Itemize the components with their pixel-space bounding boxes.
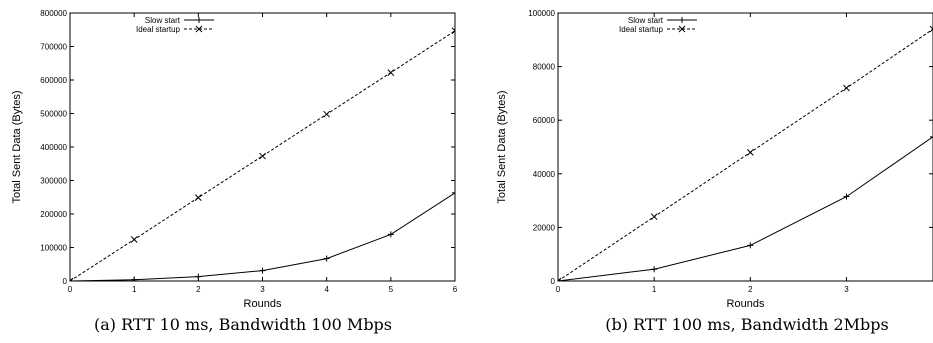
data-point: [387, 69, 395, 76]
x-axis-label: Rounds: [244, 298, 282, 310]
y-axis-label: Total Sent Data (Bytes): [11, 90, 23, 203]
x-tick-label: 6: [453, 285, 458, 294]
x-tick-label: 2: [748, 285, 753, 294]
data-point: [558, 277, 562, 281]
data-point: [130, 236, 138, 243]
y-tick-label: 400000: [40, 143, 67, 152]
x-tick-label: 3: [844, 285, 849, 294]
data-point: [843, 193, 850, 200]
y-tick-label: 60000: [533, 116, 556, 125]
plot-area: [558, 25, 933, 281]
legend-label: Slow start: [628, 16, 664, 25]
y-tick-label: 40000: [533, 170, 556, 179]
data-point: [452, 189, 455, 196]
y-tick-label: 80000: [533, 63, 556, 72]
legend-marker: [195, 25, 203, 33]
legend-label: Slow start: [145, 16, 181, 25]
y-tick-label: 300000: [40, 177, 67, 186]
legend-label: Ideal startup: [136, 25, 181, 34]
data-point: [387, 231, 394, 238]
data-point: [843, 84, 850, 92]
x-tick-label: 4: [324, 285, 329, 294]
x-tick-label: 3: [260, 285, 265, 294]
data-point: [930, 133, 933, 140]
legend-marker: [196, 17, 202, 23]
y-tick-label: 20000: [533, 223, 556, 232]
data-point: [650, 213, 658, 221]
data-point: [259, 267, 266, 274]
y-tick-label: 200000: [40, 210, 67, 219]
chart-caption: (a) RTT 10 ms, Bandwidth 100 Mbps: [94, 315, 392, 334]
x-tick-label: 5: [389, 285, 394, 294]
data-point: [651, 266, 658, 273]
y-tick-label: 700000: [40, 43, 67, 52]
x-tick-label: 2: [196, 285, 201, 294]
y-tick-label: 500000: [40, 110, 67, 119]
legend-label: Ideal startup: [619, 25, 664, 34]
chart-panel-b: 0 20000 40000 60000 80000 100000 0 1 2 3 Rounds Tot…: [496, 9, 933, 334]
y-tick-label: 600000: [40, 76, 67, 85]
data-point: [323, 255, 330, 262]
y-tick-label: 0: [551, 277, 556, 286]
data-point: [746, 149, 754, 156]
data-point: [747, 242, 754, 249]
y-tick-label: 100000: [528, 9, 555, 18]
x-tick-label: 0: [68, 285, 73, 294]
series-line-ideal-startup: [558, 28, 933, 281]
data-point: [195, 273, 202, 280]
chart-caption: (b) RTT 100 ms, Bandwidth 2Mbps: [605, 315, 888, 334]
x-tick-label: 1: [132, 285, 137, 294]
data-point: [451, 27, 455, 35]
data-point: [131, 276, 138, 281]
series-line-slow-start: [558, 136, 933, 281]
x-axis-label: Rounds: [727, 298, 765, 310]
x-tick-label: 1: [652, 285, 657, 294]
data-point: [929, 25, 933, 33]
y-tick-label: 100000: [40, 244, 67, 253]
y-tick-label: 0: [63, 277, 68, 286]
chart-panel-a: 0 100000 200000 300000 400000 500000 600000 700…: [11, 9, 458, 334]
data-point: [323, 110, 331, 118]
data-point: [259, 152, 266, 160]
x-tick-label: 0: [556, 285, 561, 294]
plot-frame: [557, 12, 933, 282]
data-point: [194, 194, 202, 201]
plot-frame: [69, 12, 456, 282]
data-point: [70, 277, 74, 281]
legend-marker: [679, 17, 685, 23]
legend-marker: [678, 25, 686, 33]
y-axis-label: Total Sent Data (Bytes): [496, 90, 508, 203]
plot-area: [70, 27, 455, 281]
y-tick-label: 800000: [40, 9, 67, 18]
